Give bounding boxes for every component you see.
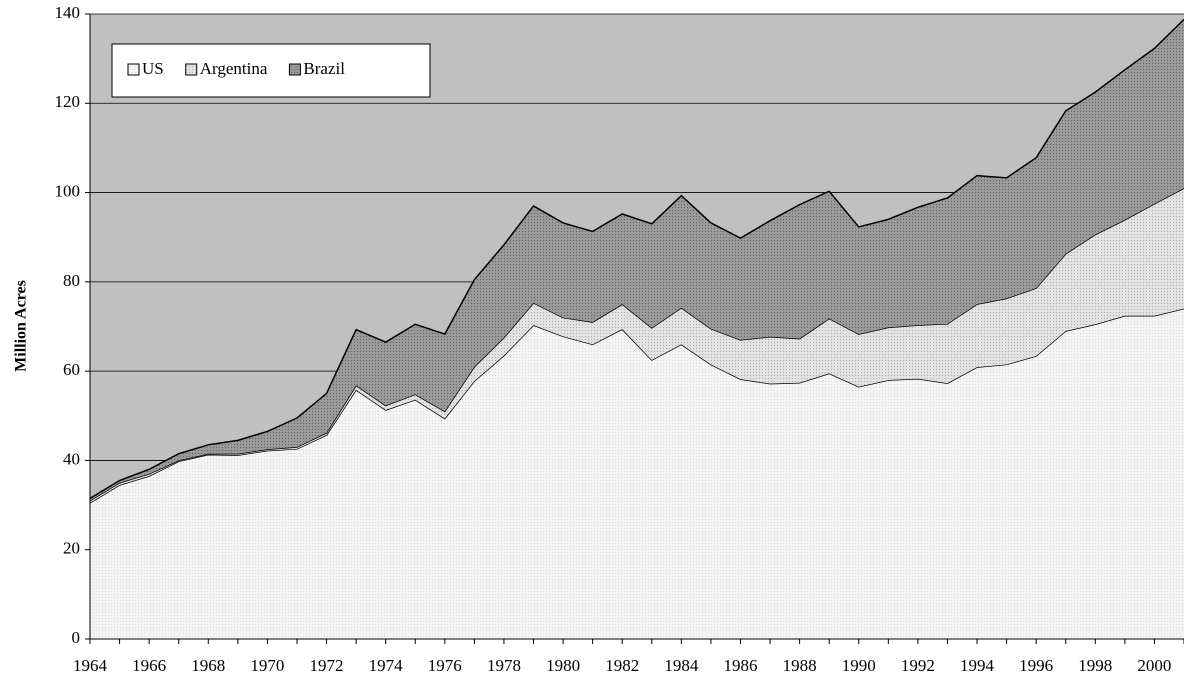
x-tick-label: 1996: [1019, 656, 1053, 675]
area-texture: [90, 308, 1184, 639]
x-tick-label: 1980: [546, 656, 580, 675]
legend-label: US: [142, 59, 164, 78]
x-tick-label: 1964: [73, 656, 108, 675]
x-tick-label: 1986: [723, 656, 757, 675]
legend-label: Argentina: [200, 59, 268, 78]
y-tick-label: 120: [55, 92, 81, 111]
y-tick-label: 80: [63, 271, 80, 290]
area-texture: [90, 188, 1184, 503]
legend-swatch-texture: [289, 64, 301, 75]
x-tick-label: 1968: [191, 656, 225, 675]
y-tick-label: 20: [63, 539, 80, 558]
x-tick-label: 1972: [310, 656, 344, 675]
legend: US Argentina Brazil: [111, 43, 431, 98]
x-tick-label: 1976: [428, 656, 462, 675]
x-tick-label: 1982: [605, 656, 639, 675]
x-tick-label: 1978: [487, 656, 521, 675]
x-tick-label: 2000: [1137, 656, 1171, 675]
x-tick-label: 1992: [901, 656, 935, 675]
x-tick-label: 1974: [369, 656, 404, 675]
y-tick-label: 140: [55, 3, 81, 22]
y-tick-label: 0: [72, 628, 81, 647]
y-axis-label: Million Acres: [13, 280, 30, 372]
x-tick-label: 1970: [250, 656, 284, 675]
x-tick-label: 1988: [783, 656, 817, 675]
area-line: [89, 18, 1184, 500]
x-tick-label: 1984: [664, 656, 699, 675]
legend-swatch-texture: [185, 64, 197, 75]
x-tick-label: 1966: [132, 656, 166, 675]
legend-swatch-texture: [128, 64, 139, 75]
area-texture: [90, 19, 1184, 501]
y-tick-label: 100: [55, 181, 81, 200]
legend-label: Brazil: [303, 59, 345, 78]
x-tick-label: 1998: [1078, 656, 1112, 675]
legend-box: [111, 43, 431, 98]
y-tick-label: 40: [63, 449, 80, 468]
y-tick-label: 60: [63, 360, 80, 379]
x-tick-label: 1994: [960, 656, 995, 675]
x-tick-label: 1990: [842, 656, 876, 675]
